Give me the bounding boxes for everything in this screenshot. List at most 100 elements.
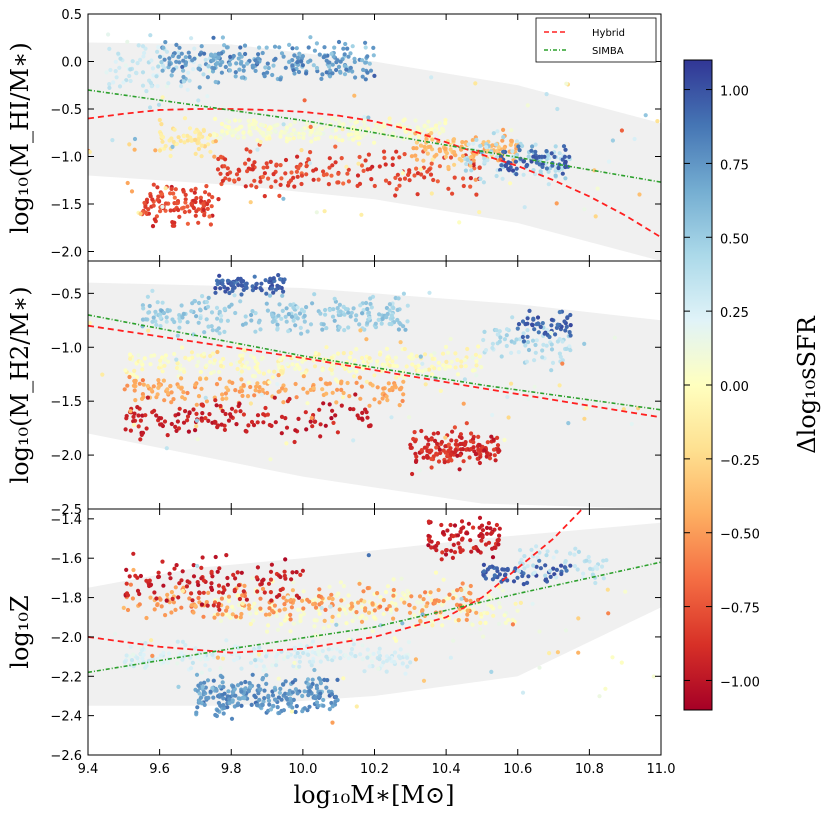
scatter-point xyxy=(458,447,463,452)
scatter-point xyxy=(181,189,186,194)
scatter-point xyxy=(360,74,365,79)
scatter-point xyxy=(203,416,208,421)
scatter-point xyxy=(259,392,264,397)
scatter-point xyxy=(382,155,387,160)
scatter-point xyxy=(324,172,329,177)
y-axis-label: log₁₀(M_HI/M∗) xyxy=(6,42,34,233)
scatter-point xyxy=(544,92,549,97)
scatter-point xyxy=(342,312,347,317)
scatter-point xyxy=(150,288,155,293)
scatter-point xyxy=(165,660,170,665)
scatter-point xyxy=(441,448,446,453)
scatter-point xyxy=(413,657,418,662)
scatter-point xyxy=(296,135,301,140)
scatter-point xyxy=(298,613,303,618)
scatter-point xyxy=(348,51,353,56)
scatter-point xyxy=(568,563,573,568)
scatter-point xyxy=(213,52,218,57)
scatter-point xyxy=(417,468,422,473)
scatter-point xyxy=(110,138,115,143)
scatter-point xyxy=(637,192,642,197)
scatter-point xyxy=(139,648,144,653)
scatter-point xyxy=(655,119,660,124)
scatter-point xyxy=(308,150,313,155)
scatter-point xyxy=(199,44,204,49)
scatter-point xyxy=(346,603,351,608)
scatter-point xyxy=(291,127,296,133)
scatter-point xyxy=(273,128,278,133)
scatter-point xyxy=(211,351,216,356)
scatter-point xyxy=(100,372,105,377)
scatter-point xyxy=(186,70,191,75)
scatter-point xyxy=(422,352,428,357)
scatter-point xyxy=(461,401,466,406)
scatter-point xyxy=(284,598,289,603)
scatter-point xyxy=(141,54,146,59)
scatter-point xyxy=(247,58,252,64)
scatter-point xyxy=(278,686,283,692)
scatter-point xyxy=(291,354,296,359)
scatter-point xyxy=(451,137,457,142)
scatter-point xyxy=(154,74,159,79)
scatter-point xyxy=(317,587,322,592)
scatter-point xyxy=(151,315,156,320)
scatter-point xyxy=(540,164,545,169)
scatter-point xyxy=(327,596,332,601)
scatter-point xyxy=(269,598,274,603)
scatter-point xyxy=(499,163,504,168)
scatter-point xyxy=(163,143,168,149)
scatter-point xyxy=(311,63,316,68)
scatter-point xyxy=(549,317,555,322)
scatter-point xyxy=(158,324,163,329)
scatter-point xyxy=(342,607,347,612)
scatter-point xyxy=(525,580,530,586)
scatter-point xyxy=(274,663,279,668)
scatter-point xyxy=(215,708,220,713)
scatter-point xyxy=(189,201,195,206)
scatter-point xyxy=(308,684,314,689)
scatter-point xyxy=(436,360,441,365)
scatter-point xyxy=(239,681,244,686)
scatter-point xyxy=(196,66,201,71)
scatter-point xyxy=(290,46,295,51)
scatter-point xyxy=(534,564,539,569)
scatter-point xyxy=(258,687,263,692)
scatter-point xyxy=(336,180,341,185)
scatter-point xyxy=(394,607,399,612)
scatter-point xyxy=(170,596,175,602)
scatter-point xyxy=(260,174,265,179)
scatter-point xyxy=(277,710,282,716)
scatter-point xyxy=(407,610,413,615)
scatter-point xyxy=(197,691,202,696)
scatter-point xyxy=(520,319,526,324)
y-tick-label: −2.6 xyxy=(50,749,82,764)
scatter-point xyxy=(278,357,283,362)
scatter-point xyxy=(270,313,275,318)
scatter-point xyxy=(234,656,239,661)
scatter-point xyxy=(341,351,346,356)
scatter-point xyxy=(435,541,441,546)
scatter-point xyxy=(322,618,327,624)
scatter-point xyxy=(306,45,311,50)
scatter-point xyxy=(369,659,375,664)
scatter-point xyxy=(273,420,278,425)
scatter-point xyxy=(218,618,223,624)
scatter-point xyxy=(305,390,310,395)
scatter-point xyxy=(182,209,187,215)
scatter-point xyxy=(563,559,568,564)
scatter-point xyxy=(205,136,210,141)
scatter-point xyxy=(127,142,132,147)
scatter-point xyxy=(211,35,216,40)
scatter-point xyxy=(557,383,562,388)
scatter-point xyxy=(275,651,280,657)
scatter-point xyxy=(201,614,206,619)
scatter-point xyxy=(279,697,284,702)
scatter-point xyxy=(437,131,442,136)
scatter-point xyxy=(610,655,615,660)
scatter-point xyxy=(349,310,354,315)
scatter-point xyxy=(311,602,316,607)
scatter-point xyxy=(213,712,218,718)
scatter-point xyxy=(421,678,427,683)
scatter-point xyxy=(145,383,150,389)
scatter-point xyxy=(343,611,349,616)
